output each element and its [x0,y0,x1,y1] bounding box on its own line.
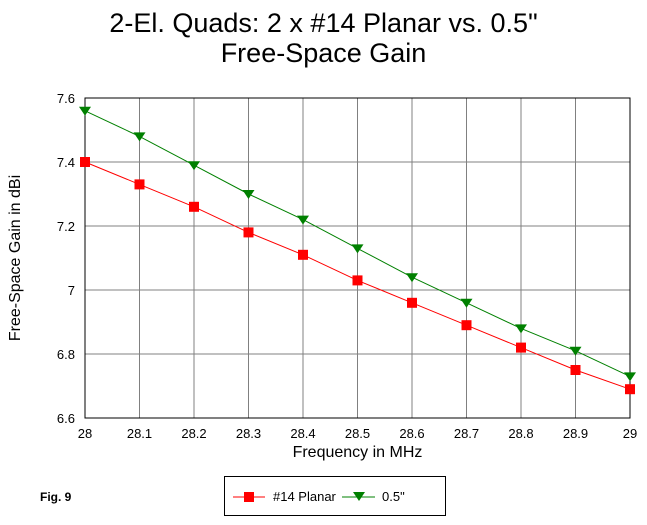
y-tick-label: 6.8 [57,347,75,362]
data-point-half-inch [79,106,91,116]
legend-marker-planar [244,492,254,502]
data-point-planar [134,179,145,190]
data-point-half-inch [569,346,582,356]
x-tick-label: 28.7 [454,426,479,441]
y-tick-label: 7.6 [57,91,75,106]
data-point-half-inch [515,324,527,334]
data-point-planar [352,275,363,286]
data-point-planar [570,365,581,375]
data-point-planar [189,201,199,212]
data-point-half-inch [188,161,200,171]
x-tick-label: 28.5 [345,426,370,441]
y-tick-label: 7.4 [57,155,75,170]
data-point-planar [243,227,254,238]
y-tick-label: 7 [68,283,75,298]
x-tick-label: 28.2 [181,426,206,441]
y-axis-label: Free-Space Gain in dBi [7,175,24,341]
data-point-planar [461,320,472,331]
plot-border [84,97,631,419]
data-point-half-inch [624,372,636,382]
x-tick-label: 28.3 [236,426,261,441]
figure-label: Fig. 9 [40,490,72,504]
x-tick-label: 28.4 [290,426,315,441]
data-point-planar [625,384,635,395]
legend-marker-half-inch [353,492,365,501]
data-point-planar [407,297,417,308]
x-tick-label: 28.9 [563,426,588,441]
legend-label-planar: #14 Planar [273,489,336,504]
chart-title: 2-El. Quads: 2 x #14 Planar vs. 0.5" [109,8,538,38]
y-tick-label: 6.6 [57,411,75,426]
x-tick-label: 28.8 [508,426,533,441]
legend: #14 Planar 0.5" [224,476,446,516]
x-tick-label: 28.6 [399,426,424,441]
x-tick-label: 29 [623,426,637,441]
legend-swatches [233,492,375,502]
data-point-half-inch [406,273,418,283]
chart-subtitle: Free-Space Gain [220,38,427,68]
x-tick-label: 28 [78,426,92,441]
data-point-half-inch [297,215,309,225]
data-point-planar [80,157,90,167]
y-tick-label: 7.2 [57,219,75,234]
x-tick-label: 28.1 [127,426,152,441]
data-point-half-inch [242,190,255,199]
data-point-half-inch [460,298,473,308]
legend-label-half-inch: 0.5" [382,489,405,504]
data-point-planar [298,249,308,260]
data-point-planar [516,342,526,353]
data-point-half-inch [351,244,364,254]
data-point-half-inch [133,132,146,142]
x-axis-label: Frequency in MHz [293,444,423,461]
